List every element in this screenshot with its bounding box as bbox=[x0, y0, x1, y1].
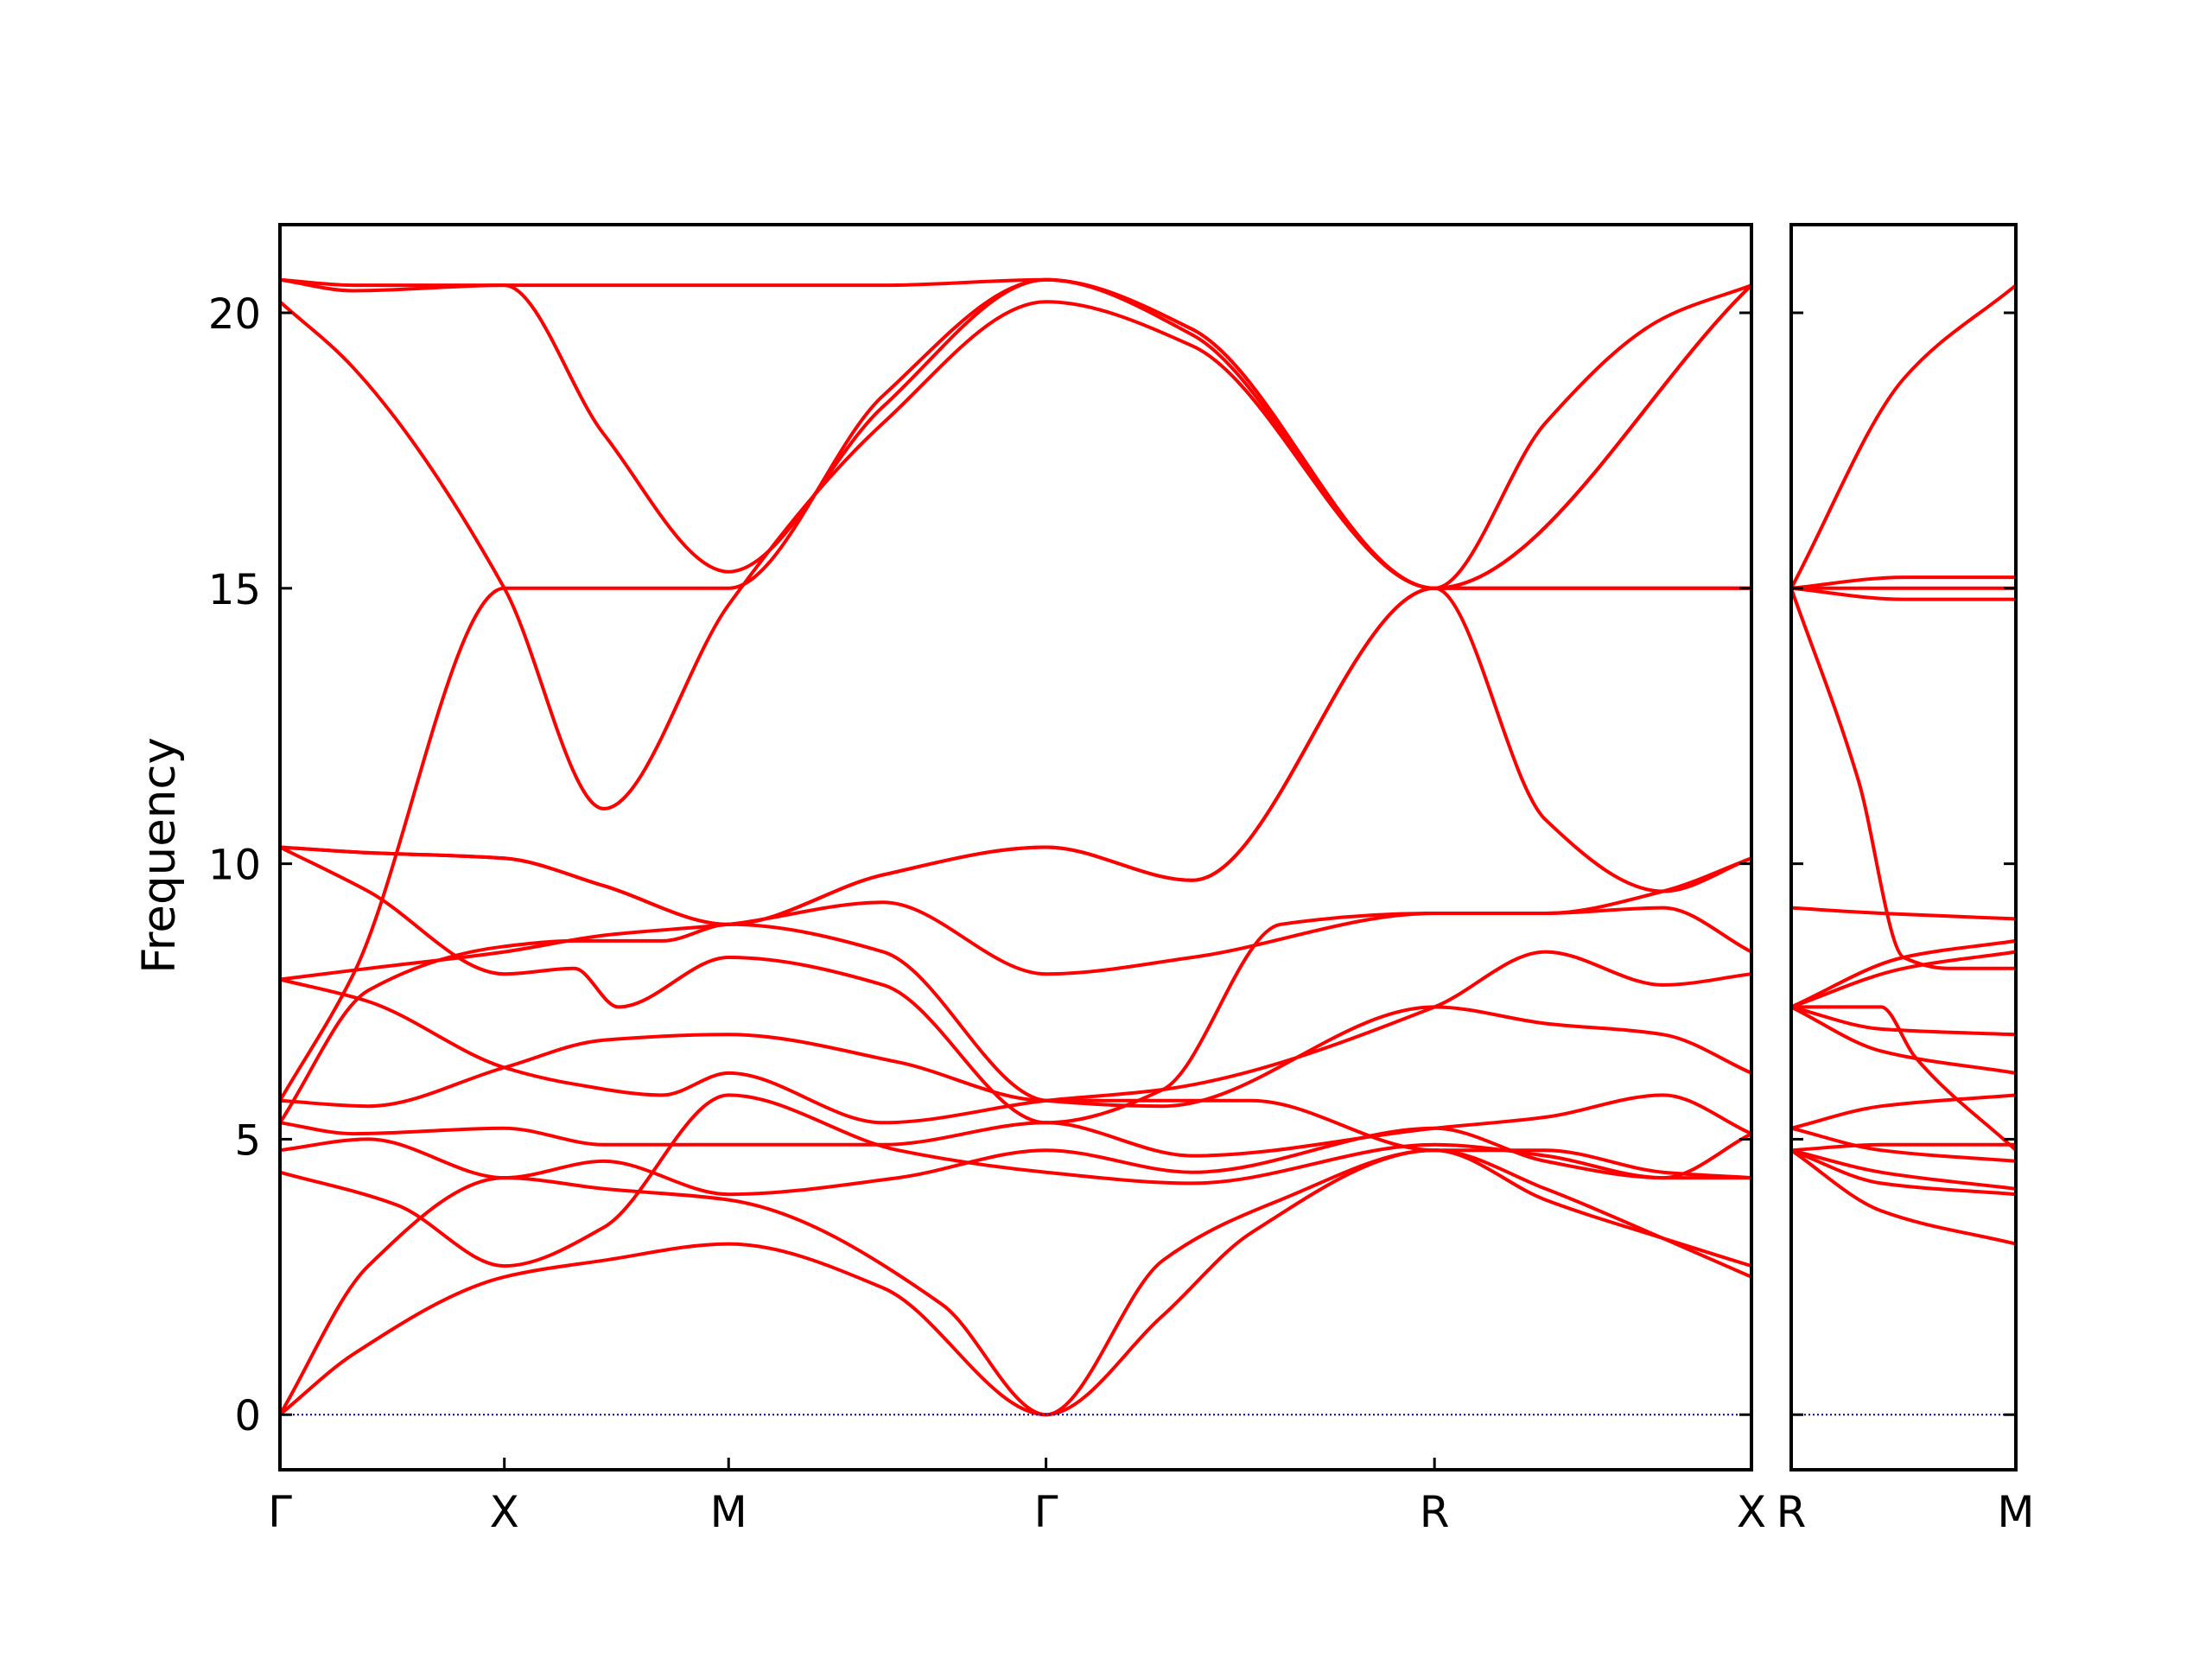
side-band-17 bbox=[1789, 283, 2018, 590]
main-band-14 bbox=[278, 300, 1753, 810]
side-band-11 bbox=[1789, 938, 2018, 1009]
ytick-label-20: 20 bbox=[208, 290, 261, 339]
main-band-7 bbox=[278, 922, 1753, 1125]
main-xtick-label-3: Γ bbox=[1034, 1487, 1058, 1537]
main-band-16 bbox=[278, 277, 1753, 590]
side-band-9 bbox=[1789, 1005, 2018, 1153]
side-xtick-label-0: R bbox=[1777, 1487, 1807, 1537]
side-band-7 bbox=[1789, 1005, 2018, 1075]
main-xtick-label-5: X bbox=[1737, 1487, 1766, 1537]
main-band-9 bbox=[278, 845, 1753, 1125]
main-band-8 bbox=[278, 950, 1753, 1125]
main-band-4 bbox=[278, 1126, 1753, 1197]
main-xtick-label-4: R bbox=[1420, 1487, 1450, 1537]
side-plot-frame bbox=[1789, 223, 2018, 1471]
side-band-1 bbox=[1789, 1148, 2018, 1246]
side-band-5 bbox=[1789, 1126, 2018, 1163]
ytick-label-0: 0 bbox=[234, 1392, 261, 1440]
main-xtick-label-1: X bbox=[490, 1487, 519, 1537]
main-ticks: 0 5 10 15 20 Γ X M Γ R X bbox=[208, 290, 1766, 1537]
main-band-11 bbox=[278, 586, 1753, 926]
main-band-13 bbox=[278, 277, 1753, 1103]
side-band-10 bbox=[1789, 950, 2018, 1009]
side-band-13 bbox=[1789, 586, 2018, 970]
ytick-label-15: 15 bbox=[208, 566, 261, 614]
main-band-2 bbox=[278, 1148, 1753, 1417]
side-band-6 bbox=[1789, 1142, 2018, 1153]
side-band-14 bbox=[1789, 586, 2018, 601]
side-band-3 bbox=[1789, 1148, 2018, 1191]
side-band-8 bbox=[1789, 1005, 2018, 1037]
main-panel: 0 5 10 15 20 Γ X M Γ R X bbox=[208, 223, 1766, 1537]
ytick-label-5: 5 bbox=[234, 1116, 261, 1165]
side-band-16 bbox=[1789, 575, 2018, 590]
side-xtick-label-1: M bbox=[1997, 1487, 2034, 1537]
side-band-2 bbox=[1789, 1148, 2018, 1197]
main-xtick-label-2: M bbox=[710, 1487, 747, 1537]
main-xtick-label-0: Γ bbox=[268, 1487, 292, 1537]
y-axis-label: Frequency bbox=[133, 737, 186, 974]
side-band-lines bbox=[1789, 283, 2018, 1246]
main-band-1 bbox=[278, 1148, 1753, 1417]
main-band-12 bbox=[278, 586, 1753, 926]
main-band-10 bbox=[278, 856, 1753, 982]
main-plot-frame bbox=[278, 223, 1753, 1471]
side-band-12 bbox=[1789, 906, 2018, 921]
main-band-lines bbox=[278, 277, 1753, 1417]
main-band-5 bbox=[278, 1093, 1753, 1158]
side-band-4 bbox=[1789, 1093, 2018, 1130]
main-band-3 bbox=[278, 1093, 1753, 1268]
ytick-label-10: 10 bbox=[208, 842, 261, 890]
